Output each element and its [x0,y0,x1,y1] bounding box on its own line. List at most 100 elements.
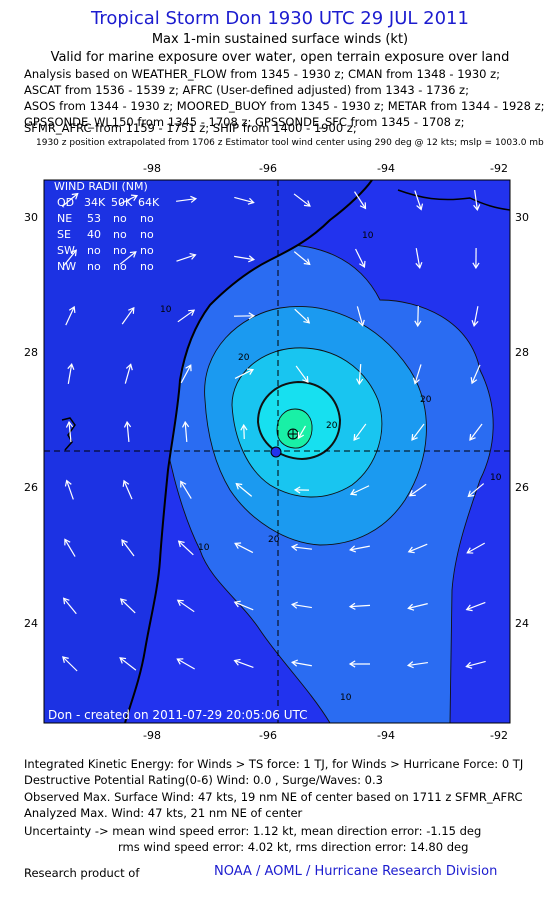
wind-vector-arrow [292,603,312,609]
wind-vector-arrowhead [353,434,360,442]
wind-vector-arrow [184,421,188,443]
wind-vector-arrowhead [246,368,255,375]
wind-vector-arrow [119,251,137,265]
contour-label: 20 [420,395,432,405]
wind-vector-arrowhead [240,423,248,431]
wind-vector-arrowhead [290,543,298,551]
wind-vector-arrow [67,364,73,384]
coastline [124,180,373,723]
lat-tick-right: 28 [515,346,529,359]
lat-tick-right: 26 [515,481,529,494]
wind-vector-arrow [61,193,79,207]
wind-vector-arrowhead [65,420,74,428]
wind-vector-arrow [176,198,196,202]
wind-vector-arrowhead [290,601,298,609]
wind-vector-arrow [234,601,254,611]
wind-vector-arrow [177,599,195,613]
wind-vector-arrow [417,305,419,327]
wind-radii-header: QD [57,196,74,209]
wind-vector-arrowhead [413,377,420,385]
wind-vector-arrowhead [293,486,301,494]
wind-vector-arrowhead [234,542,242,549]
wind-vector-arrowhead [291,659,298,667]
wind-vector-arrow [411,423,425,441]
wind-radii-cell: SW [57,244,75,257]
wind-vector-arrow [68,421,72,443]
analysis-line: ASCAT from 1536 - 1539 z; AFRC (User-def… [24,83,469,97]
lat-tick-left: 26 [24,481,38,494]
wind-vector-arrowhead [247,197,255,205]
wind-vector-arrow [176,254,196,262]
wind-radii-cell: 40 [87,228,101,241]
wind-vector-arrowhead [121,539,128,547]
wind-vector-arrowhead [359,260,366,268]
analysis-line: ASOS from 1344 - 1930 z; MOORED_BUOY fro… [24,99,545,113]
contour-label: 20 [326,421,338,431]
wind-vector-arrowhead [465,604,473,612]
wind-vector-arrowhead [472,262,480,270]
wind-radii-cell: no [140,212,154,225]
wind-radii-title: WIND RADII (NM) [54,180,148,193]
contour-line [159,399,331,723]
contour-label: 10 [198,543,210,553]
wind-vector-arrowhead [64,538,71,546]
wind-vector-arrow [180,481,192,499]
wind-vector-arrowhead [180,480,187,488]
wind-vector-arrow [295,365,309,383]
wind-vector-arrow [243,424,245,440]
wind-vector-arrow [415,248,421,268]
wind-radii-cell: no [113,228,127,241]
lat-tick-left: 28 [24,346,38,359]
wind-vector-arrowhead [68,305,76,313]
wind-vector-arrow [121,307,135,325]
created-credit: Don - created on 2011-07-29 20:05:06 UTC [48,708,307,722]
wind-vector-arrow [466,542,486,554]
wind-vector-arrow [353,423,367,441]
wind-vector-arrowhead [190,195,198,203]
wind-vector-arrow [414,364,422,384]
lat-tick-right: 30 [515,211,529,224]
wind-vector-arrowhead [128,306,135,314]
wind-radii-cell: no [140,228,154,241]
wind-vector-arrowhead [130,194,139,201]
organization-link[interactable]: NOAA / AOML / Hurricane Research Divisio… [214,864,498,879]
contour-line [276,408,313,449]
wind-vector-arrow [234,255,254,261]
wind-vector-arrow [65,306,75,326]
wind-vector-arrow [177,658,195,670]
wind-vector-arrow [235,483,253,497]
wind-vector-arrowhead [64,479,72,487]
wind-vector-arrow [63,597,77,615]
wind-vector-arrowhead [67,362,75,370]
wind-vector-arrowhead [233,658,241,666]
dpr-text: Destructive Potential Rating(0-6) Wind: … [24,773,383,787]
wind-vector-arrow [123,480,133,500]
wind-vector-arrowhead [348,660,356,668]
wind-band-40 [277,409,313,449]
wind-vector-arrowhead [125,363,133,371]
wind-vector-arrow [414,190,422,210]
wind-vector-arrow [292,546,312,550]
uncertainty-text: Uncertainty -> mean wind speed error: 1.… [24,824,482,838]
wind-map: -98 -96 -94 -92 -98 -96 -94 -92 30 28 26… [24,162,529,742]
wind-vector-arrowhead [233,600,241,608]
wind-vector-arrowhead [176,658,184,665]
wind-vector-arrowhead [303,200,311,207]
wind-vector-arrow [408,661,428,667]
wind-vector-arrow [349,604,371,608]
wind-radii-cell: 53 [87,212,101,225]
wind-vector-arrowhead [406,661,414,669]
wind-radii-cell: no [140,244,154,257]
wind-vector-arrow [355,248,365,268]
lon-tick-bottom: -94 [377,729,395,742]
wind-vector-arrow [234,659,254,669]
wind-vector-arrowhead [411,433,418,441]
wind-vector-arrowhead [248,312,256,320]
wind-vector-arrow [62,656,78,672]
wind-vector-arrowhead [473,204,481,212]
chart-title: Tropical Storm Don 1930 UTC 29 JUL 2011 [91,8,469,29]
wind-vector-arrow [63,249,77,267]
inland-lake [61,417,76,451]
wind-vector-arrowhead [62,597,70,605]
analysis-line: SFMR_AFRC from 1159 - 1751 z; SHIP from … [24,121,357,135]
